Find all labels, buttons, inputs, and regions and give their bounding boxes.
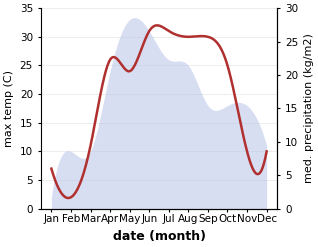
Y-axis label: med. precipitation (kg/m2): med. precipitation (kg/m2) — [304, 34, 314, 183]
X-axis label: date (month): date (month) — [113, 230, 205, 243]
Y-axis label: max temp (C): max temp (C) — [4, 70, 14, 147]
